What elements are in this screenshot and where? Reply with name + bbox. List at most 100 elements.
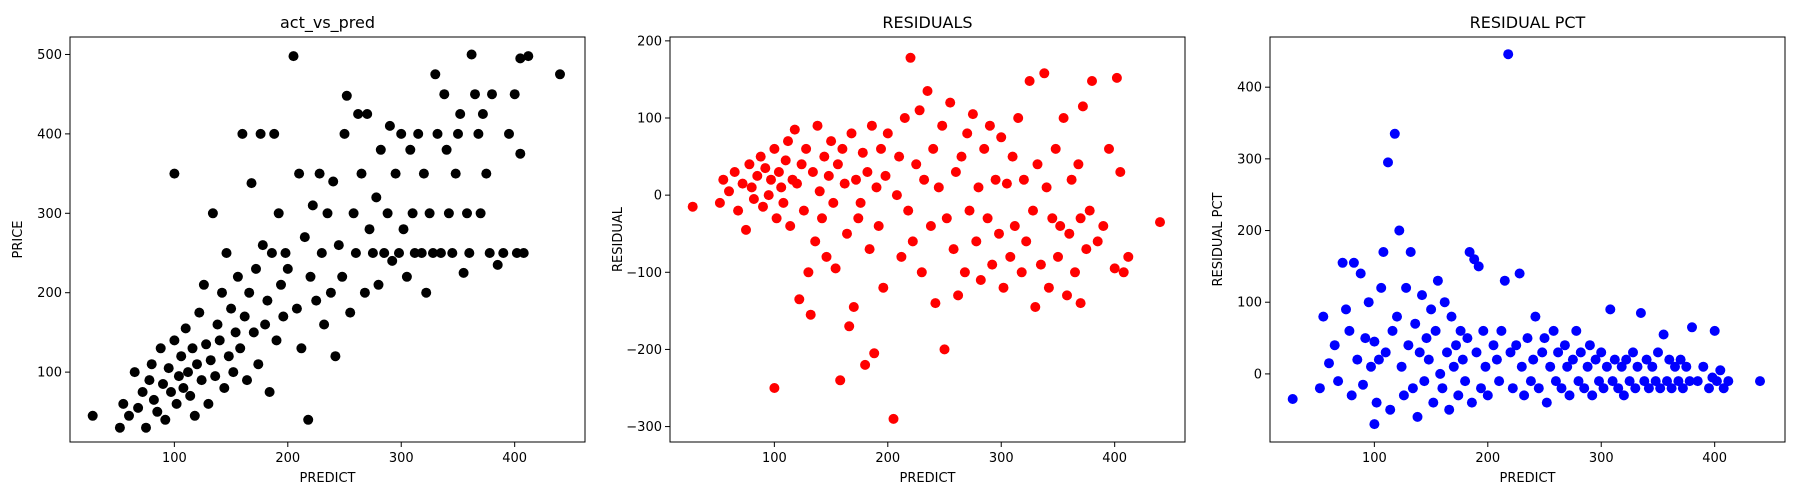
scatter-point	[248, 327, 259, 338]
scatter-point	[356, 168, 367, 179]
scatter-point	[430, 69, 441, 80]
scatter-point	[814, 186, 825, 197]
scatter-point	[464, 248, 475, 258]
scatter-point	[1673, 376, 1684, 387]
scatter-point	[990, 174, 1001, 185]
scatter-point	[1430, 325, 1441, 336]
scatter-point	[925, 221, 936, 231]
scatter-point	[146, 359, 157, 370]
scatter-point	[882, 128, 893, 139]
scatter-point	[152, 406, 163, 417]
scatter-point	[1047, 213, 1058, 224]
scatter-point	[1064, 228, 1075, 239]
scatter-point	[166, 387, 176, 397]
scatter-point	[1528, 354, 1539, 365]
scatter-point	[769, 383, 780, 393]
scatter-point	[758, 201, 768, 212]
y-tick-label: 500	[37, 48, 62, 63]
scatter-point	[1109, 263, 1120, 274]
scatter-point	[1647, 361, 1658, 372]
scatter-point	[755, 151, 766, 162]
scatter-point	[373, 279, 384, 290]
scatter-point	[937, 120, 948, 131]
scatter-point	[251, 263, 261, 274]
scatter-point	[273, 208, 284, 219]
scatter-point	[1466, 397, 1477, 408]
scatter-point	[796, 159, 807, 170]
scatter-point	[394, 248, 404, 258]
scatter-point	[687, 201, 698, 212]
panel-title: RESIDUALS	[882, 13, 972, 32]
scatter-point	[515, 53, 526, 64]
scatter-point	[262, 295, 273, 306]
scatter-point	[828, 197, 839, 208]
scatter-point	[1755, 376, 1765, 387]
scatter-point	[1478, 325, 1489, 336]
scatter-point	[339, 128, 350, 139]
x-tick-label: 100	[762, 451, 787, 466]
scatter-point	[1596, 347, 1607, 358]
scatter-point	[718, 174, 729, 185]
y-tick-label: 400	[37, 127, 62, 142]
scatter-point	[257, 240, 268, 251]
scatter-point	[812, 120, 823, 131]
scatter-point	[223, 351, 234, 362]
scatter-point	[1480, 361, 1491, 372]
scatter-point	[253, 359, 264, 370]
scatter-point	[405, 144, 416, 155]
y-tick-label: 300	[1237, 152, 1262, 167]
scatter-point	[907, 236, 918, 247]
scatter-point	[428, 248, 438, 258]
scatter-point	[945, 97, 956, 108]
scatter-point	[1318, 311, 1329, 322]
scatter-point	[778, 197, 789, 208]
scatter-point	[1041, 182, 1052, 193]
scatter-point	[207, 208, 218, 219]
scatter-point	[1423, 354, 1434, 365]
scatter-point	[1075, 298, 1086, 309]
scatter-point	[780, 155, 791, 166]
scatter-point	[1587, 390, 1598, 401]
scatter-point	[269, 128, 280, 139]
scatter-point	[911, 159, 922, 170]
scatter-point	[984, 120, 995, 131]
scatter-point	[1442, 347, 1452, 358]
scatter-point	[1496, 325, 1507, 336]
scatter-point	[1077, 101, 1088, 112]
scatter-point	[1559, 340, 1570, 351]
scatter-point	[1533, 383, 1544, 394]
scatter-point	[748, 194, 759, 204]
scatter-point	[1098, 221, 1109, 231]
scatter-point	[894, 151, 905, 162]
scatter-point	[1582, 361, 1593, 372]
scatter-points	[687, 52, 1165, 424]
x-axis-label: PREDICT	[1500, 471, 1556, 486]
scatter-point	[1590, 354, 1601, 365]
scatter-point	[311, 295, 322, 306]
axes-frame	[69, 36, 586, 443]
scatter-point	[214, 335, 225, 346]
scatter-point	[1018, 174, 1029, 185]
scatter-point	[1417, 290, 1427, 301]
scatter-point	[176, 351, 187, 362]
scatter-point	[1414, 347, 1425, 358]
scatter-point	[971, 236, 982, 247]
scatter-point	[807, 167, 818, 177]
scatter-point	[1387, 325, 1398, 336]
scatter-point	[994, 228, 1004, 239]
scatter-point	[1462, 333, 1473, 344]
scatter-point	[1394, 225, 1405, 236]
scatter-point	[282, 263, 293, 274]
scatter-point	[729, 167, 740, 177]
scatter-point	[133, 402, 144, 413]
scatter-point	[228, 367, 239, 378]
scatter-point	[1314, 383, 1325, 394]
scatter-point	[1628, 347, 1638, 358]
scatter-point	[390, 168, 401, 179]
scatter-point	[1013, 113, 1024, 123]
scatter-point	[266, 248, 277, 258]
scatter-point	[1579, 383, 1590, 394]
scatter-point	[333, 240, 344, 251]
scatter-point	[1389, 128, 1400, 139]
scatter-point	[823, 170, 834, 181]
